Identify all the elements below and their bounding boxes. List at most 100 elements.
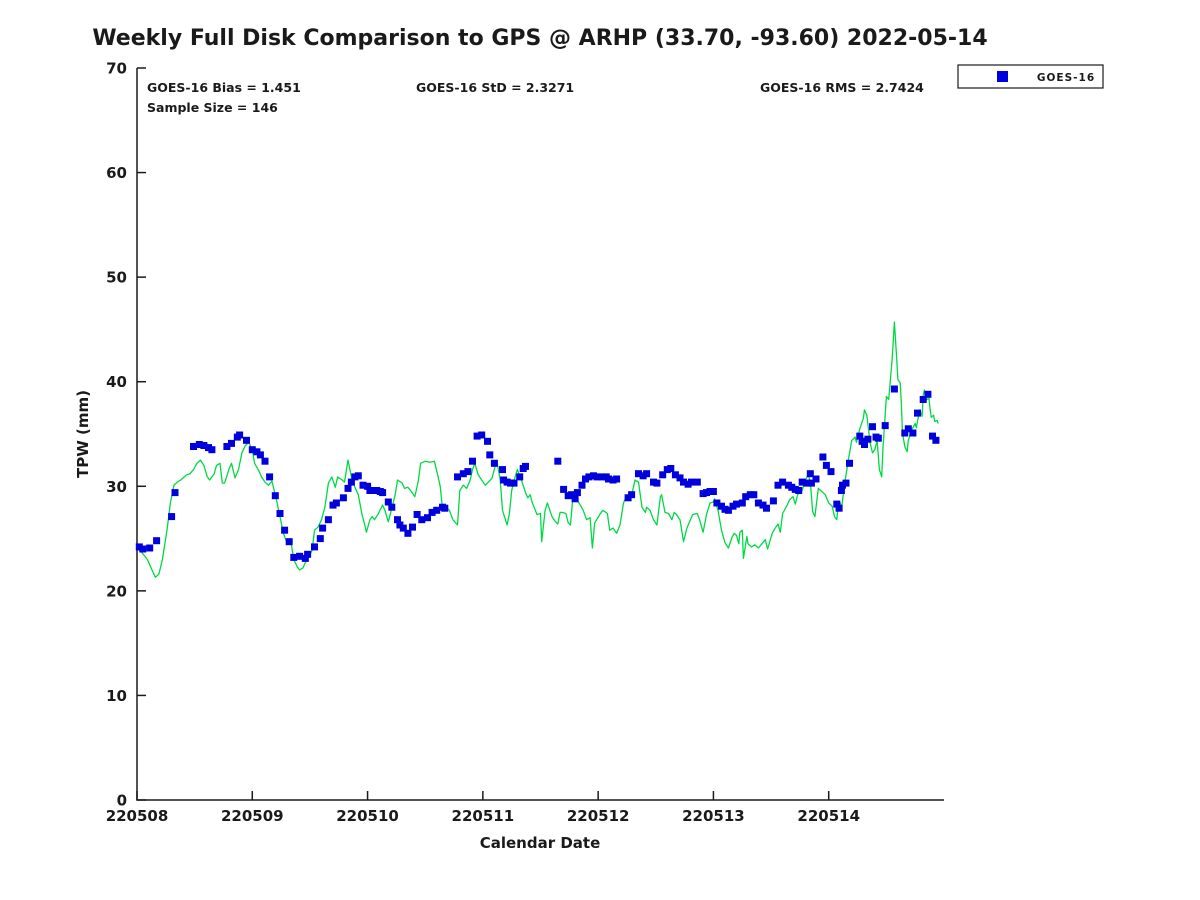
goes16-marker	[464, 468, 472, 476]
goes16-marker	[795, 487, 803, 494]
goes16-marker	[869, 423, 876, 431]
goes16-marker	[399, 524, 407, 532]
goes16-marker	[243, 436, 250, 444]
goes16-marker	[316, 535, 324, 543]
goes16-marker	[874, 434, 882, 442]
goes16-marker	[774, 481, 782, 489]
goes16-marker	[490, 459, 498, 467]
x-tick-label: 220509	[221, 807, 284, 825]
goes16-marker	[347, 478, 355, 486]
goes16-marker	[388, 503, 396, 511]
goes16-marker	[516, 473, 524, 481]
x-tick-label: 220511	[452, 807, 515, 825]
goes16-marker	[261, 457, 269, 465]
goes16-marker	[339, 494, 347, 502]
goes16-marker	[929, 432, 936, 440]
goes16-marker	[354, 472, 362, 480]
goes16-marker	[568, 491, 576, 499]
goes16-marker	[571, 495, 579, 503]
goes16-marker	[822, 461, 830, 469]
goes16-marker	[384, 498, 392, 506]
goes16-marker	[171, 489, 179, 497]
y-tick-label: 40	[106, 373, 127, 391]
goes16-marker	[296, 552, 304, 560]
goes16-marker	[478, 431, 486, 439]
goes16-marker	[881, 422, 889, 430]
stat-std: GOES-16 StD = 2.3271	[416, 80, 574, 95]
plot-area: 0 10 20 30 40 50 60 70 220508 220509 220510 220511 2…	[106, 60, 944, 825]
goes16-marker	[856, 432, 864, 440]
goes16-marker	[635, 470, 642, 478]
x-tick-label: 220513	[682, 807, 745, 825]
goes16-marker	[713, 499, 721, 507]
goes16-marker	[803, 479, 811, 487]
goes16-marker	[676, 474, 684, 482]
goes16-marker	[688, 478, 695, 486]
goes16-marker	[433, 506, 441, 514]
goes16-marker	[807, 479, 815, 487]
goes16-marker	[671, 471, 679, 479]
y-tick-label: 0	[117, 792, 127, 810]
goes16-marker	[208, 446, 216, 454]
legend: GOES-16	[957, 64, 1104, 89]
goes16-marker	[256, 451, 264, 459]
goes16-marker	[469, 457, 476, 465]
goes16-marker	[653, 479, 661, 487]
goes16-marker	[522, 462, 529, 470]
goes16-marker	[228, 439, 235, 447]
goes16-marker	[742, 493, 750, 501]
x-axis-label: Calendar Date	[480, 834, 601, 852]
goes16-marker	[332, 499, 340, 507]
goes16-marker	[554, 457, 562, 465]
goes16-marker	[290, 553, 298, 561]
goes16-marker	[914, 409, 921, 417]
legend-goes16-marker-icon	[997, 71, 1008, 82]
goes16-marker	[459, 470, 467, 478]
goes16-marker	[585, 473, 593, 481]
goes16-marker	[613, 475, 621, 483]
goes16-marker	[441, 504, 449, 512]
goes16-marker	[301, 554, 309, 562]
stat-bias: GOES-16 Bias = 1.451	[147, 80, 301, 95]
goes16-marker	[643, 470, 651, 478]
goes16-marker	[139, 545, 147, 553]
goes16-marker	[281, 526, 289, 534]
goes16-marker	[359, 481, 367, 489]
goes16-marker	[837, 487, 845, 494]
goes16-marker	[324, 516, 332, 524]
goes16-marker	[750, 491, 758, 499]
axis-lines	[136, 68, 944, 801]
stat-rms: GOES-16 RMS = 2.7424	[760, 80, 924, 95]
goes16-marker	[285, 538, 293, 546]
goes16-marker	[560, 485, 568, 493]
goes16-marker	[319, 524, 327, 532]
goes16-marker	[909, 429, 917, 437]
goes16-marker	[168, 513, 176, 521]
y-tick-label: 70	[106, 60, 127, 78]
goes16-marker	[593, 473, 601, 481]
goes16-marker	[864, 435, 872, 443]
y-tick-label: 60	[106, 164, 127, 182]
goes16-marker	[904, 425, 912, 433]
goes16-marker	[271, 492, 279, 500]
goes16-marker	[628, 491, 636, 499]
goes16-marker	[266, 473, 274, 481]
goes16-marker	[311, 543, 318, 551]
goes16-marker	[304, 550, 312, 558]
goes16-marker	[861, 441, 868, 448]
goes16-marker	[890, 385, 898, 393]
goes16-marker	[779, 478, 787, 486]
x-tick-label: 220514	[797, 807, 860, 825]
x-tick-label: 220508	[106, 807, 169, 825]
y-tick-label: 50	[106, 269, 127, 287]
goes16-marker	[846, 459, 853, 467]
goes16-marker	[190, 443, 197, 450]
goes16-marker	[573, 489, 581, 497]
goes16-marker	[428, 508, 436, 516]
goes16-marker	[738, 499, 746, 507]
goes16-marker	[924, 390, 932, 398]
legend-goes16-label: GOES-16	[1037, 72, 1095, 84]
stat-sample-size: Sample Size = 146	[147, 100, 278, 115]
goes16-marker	[223, 443, 231, 450]
